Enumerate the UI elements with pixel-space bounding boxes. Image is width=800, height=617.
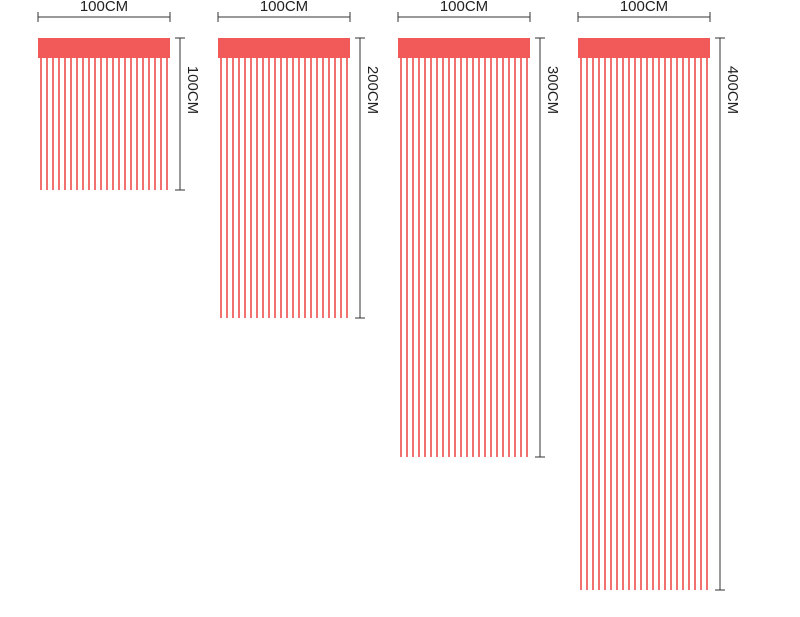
height-label: 200CM <box>364 66 381 114</box>
curtain-header <box>578 38 710 58</box>
width-label: 100CM <box>620 0 668 15</box>
height-label: 300CM <box>544 66 561 114</box>
height-label: 100CM <box>184 66 201 114</box>
curtain-header <box>398 38 530 58</box>
width-label: 100CM <box>260 0 308 15</box>
curtain: 100CM 300CM <box>397 0 561 458</box>
curtain-header <box>218 38 350 58</box>
height-label: 400CM <box>724 66 741 114</box>
curtain: 100CM 200CM <box>217 0 381 319</box>
curtain-header <box>38 38 170 58</box>
curtain: 100CM 400CM <box>577 0 741 591</box>
width-label: 100CM <box>440 0 488 15</box>
curtain: 100CM 100CM <box>37 0 201 191</box>
width-label: 100CM <box>80 0 128 15</box>
